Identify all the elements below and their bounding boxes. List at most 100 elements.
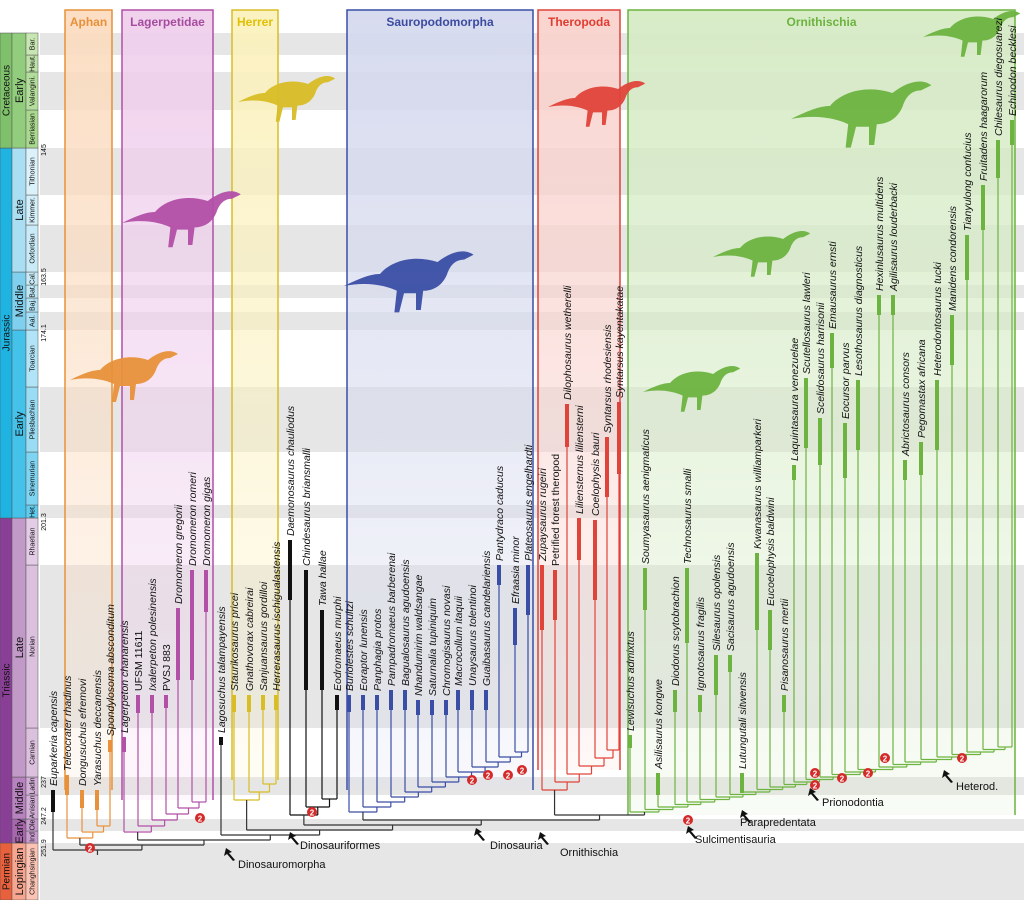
taxon-label: Plateosaurus engelhardti bbox=[523, 444, 535, 561]
taxon-label: Fruitadens haagarorum bbox=[978, 72, 990, 181]
node-label-dinosauriformes: Dinosauriformes bbox=[288, 832, 381, 852]
taxon-label: Unaysaurus tolentinoi bbox=[467, 584, 479, 686]
stage-label: Changhsingian bbox=[29, 848, 36, 895]
node-label-sulcimentisauria: Sulcimentisauria bbox=[686, 826, 777, 846]
node-label-heterod: Heterod. bbox=[942, 770, 998, 793]
node-label-text: Dinosauromorpha bbox=[238, 859, 326, 871]
clade-box-lagerpetidae bbox=[122, 10, 213, 800]
dinosaur-silhouette-icon bbox=[791, 81, 932, 148]
period-label: Triassic bbox=[2, 663, 13, 697]
stage-label: Cal. bbox=[29, 272, 36, 285]
node-support-marker: 2 bbox=[683, 815, 693, 826]
marker-label: 2 bbox=[813, 770, 818, 779]
node-label-text: Ornithischia bbox=[560, 847, 619, 859]
stage-band bbox=[40, 843, 1024, 900]
taxon-label: Coelophysis bauri bbox=[590, 432, 602, 516]
taxon-label: Kwanasaurus williamparkeri bbox=[752, 418, 764, 549]
node-support-marker: 2 bbox=[837, 773, 847, 784]
marker-label: 2 bbox=[470, 777, 475, 786]
taxon-label: Zupaysaurus rugeiri bbox=[537, 468, 549, 562]
marker-label: 2 bbox=[310, 809, 315, 818]
taxon-label: Ixalerpeton polesinensis bbox=[147, 578, 159, 691]
dinosaur-silhouette-icon bbox=[923, 11, 1021, 57]
age-boundary-label: 201.3 bbox=[41, 513, 48, 531]
taxon-label: Lagerpeton chanarensis bbox=[119, 620, 131, 733]
taxon-label: Soumyasaurus aenigmaticus bbox=[640, 428, 652, 564]
taxon-label: Sanjuansaurus gordilloi bbox=[258, 581, 270, 691]
age-boundary-label: 174.1 bbox=[41, 324, 48, 342]
stage-label: Berriasian bbox=[29, 113, 36, 145]
age-boundary-label: 163.5 bbox=[41, 268, 48, 286]
taxon-label: Lagosuchus talampayensis bbox=[216, 606, 228, 733]
clade-box-herrer bbox=[232, 10, 278, 780]
stage-label: Carnian bbox=[29, 740, 36, 765]
node-support-marker: 2 bbox=[810, 780, 820, 791]
marker-label: 2 bbox=[813, 782, 818, 791]
marker-label: 2 bbox=[840, 775, 845, 784]
taxon-label: Tianyulong confucius bbox=[962, 132, 974, 231]
age-boundary-label: 251.9 bbox=[41, 839, 48, 857]
dinosaur-silhouette-icon bbox=[344, 251, 474, 313]
stage-label: Het. bbox=[29, 505, 36, 518]
node-label-text: Dinosauria bbox=[490, 840, 543, 852]
clade-title: Ornithischia bbox=[786, 15, 856, 29]
taxon-label: Macrocollum itaquii bbox=[453, 595, 465, 686]
node-support-marker: 2 bbox=[503, 770, 513, 781]
node-label-text: Dinosauriformes bbox=[300, 840, 381, 852]
clade-box-aphan bbox=[65, 10, 112, 790]
taxon-label: PVSJ 883 bbox=[161, 644, 173, 691]
taxon-label: Abrictosaurus consors bbox=[900, 351, 912, 457]
node-label-dinosauria: Dinosauria bbox=[474, 828, 543, 852]
taxon-label: Buriolestes schultzi bbox=[344, 600, 356, 691]
taxon-label: Diodorus scytobrachion bbox=[670, 576, 682, 686]
stage-label: Oxfordian bbox=[29, 233, 36, 263]
clade-box-border bbox=[537, 9, 621, 770]
taxon-label: Nhandumirim waldsangae bbox=[413, 574, 425, 696]
stage-label: Valangini. bbox=[29, 76, 36, 106]
node-support-marker: 2 bbox=[957, 753, 967, 764]
dinosaur-silhouette-icon bbox=[70, 351, 178, 402]
taxon-label: Scelidosaurus harrisonii bbox=[815, 302, 827, 414]
period-label: Permian bbox=[2, 853, 13, 890]
age-boundary-label: 247.2 bbox=[41, 807, 48, 825]
epoch-label: Early bbox=[14, 411, 26, 437]
clade-box-border bbox=[627, 9, 1016, 815]
node-support-marker: 2 bbox=[467, 775, 477, 786]
node-support-marker: 2 bbox=[483, 770, 493, 781]
tree-branches bbox=[52, 145, 1013, 855]
taxon-label: Lesothosaurus diagnosticus bbox=[853, 245, 865, 376]
taxon-label: Dromomeron gregorii bbox=[173, 504, 185, 604]
marker-label: 2 bbox=[486, 772, 491, 781]
stage-label: Ind bbox=[29, 832, 36, 842]
taxon-label: Liliensternus liliensterni bbox=[574, 405, 586, 514]
taxon-label: Tawa hallae bbox=[317, 550, 329, 606]
taxon-label: Pisanosaurus mertii bbox=[779, 598, 791, 691]
epoch-label: Early bbox=[14, 818, 26, 844]
taxon-label: Silesaurus opolensis bbox=[711, 554, 723, 651]
stage-band bbox=[40, 819, 1024, 831]
arrow-icon bbox=[288, 832, 299, 845]
dinosaur-silhouette-icon bbox=[122, 191, 241, 248]
clade-title: Aphan bbox=[70, 15, 107, 29]
dinosaur-silhouette-icon bbox=[713, 231, 811, 277]
arrow-icon bbox=[474, 828, 485, 841]
taxon-label: Dromomeron gigas bbox=[201, 476, 213, 566]
node-label-ornithischia: Ornithischia bbox=[538, 832, 619, 859]
taxon-label: Scutellosaurus lawleri bbox=[801, 272, 813, 374]
node-support-marker: 2 bbox=[517, 765, 527, 776]
node-label-parapredentata: Parapredentata bbox=[740, 810, 817, 829]
taxon-label: Daemonosaurus chauliodus bbox=[285, 405, 297, 536]
taxon-label: Pampadromaeus barberenai bbox=[386, 552, 398, 686]
clade-box-border bbox=[121, 9, 214, 800]
taxon-label: Heterodontosaurus tucki bbox=[932, 262, 944, 376]
stage-label: Pliesbachian bbox=[29, 400, 36, 440]
taxon-label: Lewisuchus admixtus bbox=[625, 630, 637, 731]
arrow-icon bbox=[224, 848, 235, 861]
node-label-text: Sulcimentisauria bbox=[695, 834, 777, 846]
marker-label: 2 bbox=[960, 755, 965, 764]
taxon-label: Manidens condorensis bbox=[947, 205, 959, 311]
taxon-label: Chindesaurus briansmalli bbox=[301, 447, 313, 566]
stage-label: Tithonian bbox=[29, 157, 36, 186]
